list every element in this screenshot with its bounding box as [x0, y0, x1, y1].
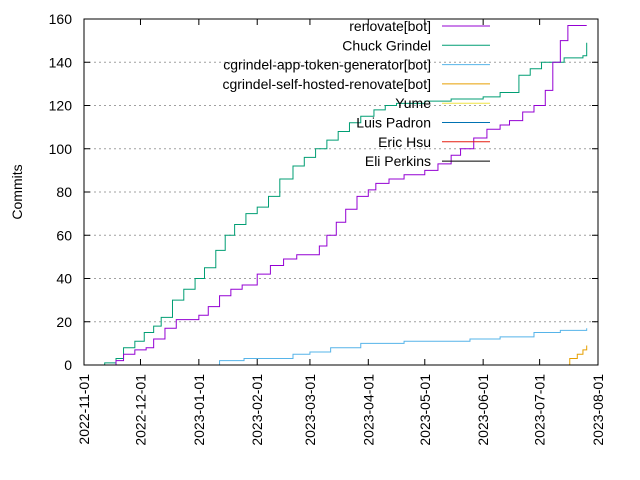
x-tick-label: 2023-07-01	[532, 374, 548, 446]
y-tick-label: 160	[49, 11, 73, 27]
y-tick-label: 60	[56, 227, 72, 243]
legend-label: cgrindel-self-hosted-renovate[bot]	[222, 76, 431, 92]
legend-label: Eric Hsu	[378, 134, 431, 150]
series-line-cgrindel-app-token-generator-bot	[215, 328, 588, 366]
legend-label: Luis Padron	[356, 115, 431, 131]
x-tick-label: 2022-12-01	[132, 374, 148, 446]
series-line-cgrindel-self-hosted-renovate-bot	[564, 345, 588, 366]
x-tick-label: 2023-03-01	[302, 374, 318, 446]
y-tick-label: 0	[64, 357, 72, 373]
y-tick-label: 40	[56, 271, 72, 287]
y-tick-label: 20	[56, 314, 72, 330]
x-tick-label: 2023-02-01	[249, 374, 265, 446]
grid-lines	[84, 61, 598, 323]
y-tick-label: 120	[49, 98, 73, 114]
x-tick-label: 2023-06-01	[475, 374, 491, 446]
series-line-chuck-grindel	[97, 42, 588, 366]
x-tick-label: 2023-04-01	[360, 374, 376, 446]
legend-label: Chuck Grindel	[342, 37, 431, 53]
legend-label: Yume	[395, 95, 431, 111]
y-axis-title: Commits	[9, 164, 25, 219]
x-tick-label: 2023-05-01	[417, 374, 433, 446]
series-line-renovate-bot	[110, 24, 587, 366]
x-tick-label: 2022-11-01	[76, 374, 92, 445]
y-tick-label: 80	[56, 184, 72, 200]
legend-label: Eli Perkins	[365, 153, 431, 169]
y-tick-label: 100	[49, 141, 73, 157]
axes: 0 20 40 60 80 100 120 140 160 2022-11-01 2022-12-0…	[49, 11, 606, 446]
legend: renovate[bot] Chuck Grindel cgrindel-app-t…	[222, 18, 490, 169]
legend-label: renovate[bot]	[349, 18, 431, 34]
x-tick-label: 2023-08-01	[590, 374, 606, 446]
legend-label: cgrindel-app-token-generator[bot]	[223, 57, 431, 73]
x-tick-label: 2023-01-01	[191, 374, 207, 446]
y-tick-label: 140	[49, 54, 73, 70]
